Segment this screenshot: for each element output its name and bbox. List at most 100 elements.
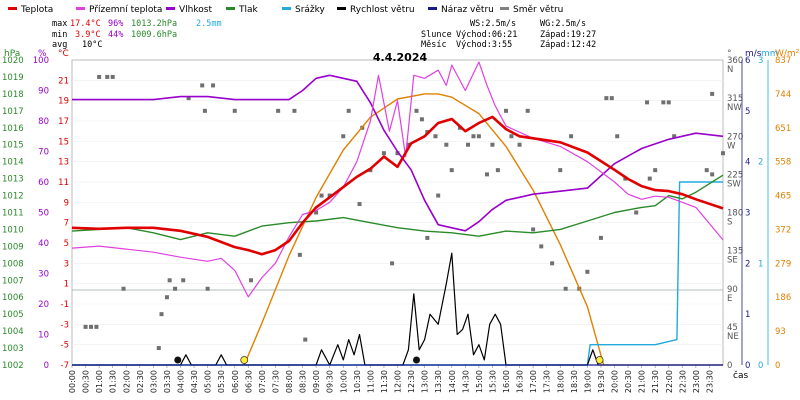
x-tick-label: 13:00 <box>421 370 430 393</box>
solar-tick-label: 93 <box>775 327 786 337</box>
wind-direction-point <box>634 210 639 215</box>
wind-direction-point <box>585 269 590 274</box>
humidity-tick-label: 40 <box>38 239 49 249</box>
wind-direction-point <box>110 74 115 79</box>
x-tick-label: 11:00 <box>366 370 375 393</box>
pressure-tick-label: 1011 <box>2 209 24 219</box>
wind-direction-point <box>647 176 652 181</box>
wind-direction-point <box>156 346 161 351</box>
pressure-tick-label: 1010 <box>2 225 24 235</box>
moon-marker <box>174 356 182 364</box>
wind-direction-point <box>550 261 555 266</box>
wind-direction-point <box>303 337 308 342</box>
pressure-tick-label: 1007 <box>2 276 24 286</box>
solar-tick-label: 744 <box>775 90 791 100</box>
x-tick-label: 17:00 <box>529 370 538 393</box>
legend-swatch <box>166 7 175 10</box>
solar-tick-label: 837 <box>775 56 791 66</box>
wind-direction-point <box>485 172 490 177</box>
wind-direction-point <box>406 142 411 147</box>
series-sr-ky <box>72 181 723 366</box>
stats-max-label: max <box>52 19 67 29</box>
wind-direction-point <box>105 74 110 79</box>
legend-label: Rychlost větru <box>350 5 415 15</box>
x-tick-label: 09:00 <box>312 370 321 393</box>
wind-direction-point <box>249 278 254 283</box>
wind-direction-point <box>341 134 346 139</box>
pressure-tick-label: 1020 <box>2 56 24 66</box>
direction-tick-label: 45 <box>727 323 738 333</box>
stats-min-hum: 44% <box>108 30 123 40</box>
series-vlhkost <box>72 74 724 232</box>
x-tick-label: 13:30 <box>434 370 443 393</box>
wind-direction-point <box>721 151 725 156</box>
temperature-tick-label: 3 <box>64 259 69 269</box>
x-tick-label: 03:30 <box>163 370 172 393</box>
x-tick-label: 02:00 <box>122 370 131 393</box>
legend-swatch <box>282 7 291 10</box>
x-tick-label: 14:30 <box>461 370 470 393</box>
wind-direction-point <box>466 142 471 147</box>
direction-tick-label: 315 <box>727 94 743 104</box>
pressure-tick-label: 1019 <box>2 73 24 83</box>
wind-direction-point <box>504 108 508 113</box>
pressure-tick-label: 1002 <box>2 361 24 371</box>
wind-direction-point <box>425 235 430 240</box>
x-tick-label: 18:30 <box>570 370 579 393</box>
wind-direction-point <box>181 278 186 283</box>
pressure-tick-label: 1004 <box>2 327 24 337</box>
wind-direction-point <box>94 324 99 329</box>
wind-direction-point <box>661 100 666 105</box>
pressure-tick-label: 1013 <box>2 175 24 185</box>
plot-frame <box>71 59 724 366</box>
stats-block: max 17.4°C 96% 1013.2hPa 2.5mm min 3.9°C… <box>52 19 222 50</box>
temperature-tick-label: 11 <box>58 178 69 188</box>
wind-direction-point <box>436 193 441 198</box>
wind-direction-point <box>186 96 191 101</box>
temperature-tick-label: 9 <box>64 198 69 208</box>
legend-label: Srážky <box>295 5 326 15</box>
wind-direction-point <box>666 100 671 105</box>
event-markers <box>174 356 604 364</box>
wind-tick-label: 1 <box>745 310 750 320</box>
wind-direction-point <box>569 134 574 139</box>
x-tick-label: 08:30 <box>299 370 308 393</box>
temperature-tick-label: 21 <box>58 76 69 86</box>
direction-tick-label: 135 <box>727 247 743 257</box>
stats-max-temp: 17.4°C <box>70 19 101 29</box>
wind-direction-point <box>173 286 178 291</box>
wind-direction-point <box>357 202 362 207</box>
humidity-tick-label: 60 <box>38 178 49 188</box>
sun-marker <box>595 356 604 364</box>
x-tick-label: 02:30 <box>136 370 145 393</box>
x-tick-label: 10:30 <box>353 370 362 393</box>
wind-direction-points <box>83 74 725 351</box>
pressure-tick-label: 1018 <box>2 90 24 100</box>
x-tick-label: 20:00 <box>611 370 620 393</box>
wind-direction-point <box>202 108 207 113</box>
time-label: čas <box>733 370 748 381</box>
wind-wg: WG:2.5m/s <box>540 19 586 29</box>
pressure-tick-label: 1006 <box>2 293 24 303</box>
compass-label: NW <box>727 103 742 113</box>
wind-direction-point <box>346 108 351 113</box>
rain-tick-label: 0 <box>758 361 763 371</box>
solar-tick-label: 465 <box>775 192 791 202</box>
wind-direction-point <box>517 142 522 147</box>
unit-celsius: °C <box>58 49 69 59</box>
x-tick-label: 09:30 <box>326 370 335 393</box>
temperature-tick-label: 15 <box>58 137 69 147</box>
wind-direction-point <box>121 286 126 291</box>
unit-ms: m/s <box>745 49 762 59</box>
x-tick-label: 16:30 <box>516 370 525 393</box>
temperature-tick-label: -5 <box>61 341 69 351</box>
direction-tick-label: 360 <box>727 56 743 66</box>
stats-max-hum: 96% <box>108 19 123 29</box>
stats-min-press: 1009.6hPa <box>131 30 177 40</box>
temperature-tick-label: 7 <box>64 219 69 229</box>
x-tick-label: 05:30 <box>217 370 226 393</box>
x-tick-label: 20:30 <box>624 370 633 393</box>
wind-direction-point <box>97 74 102 79</box>
humidity-tick-label: 10 <box>38 331 49 341</box>
wind-direction-point <box>232 108 237 113</box>
